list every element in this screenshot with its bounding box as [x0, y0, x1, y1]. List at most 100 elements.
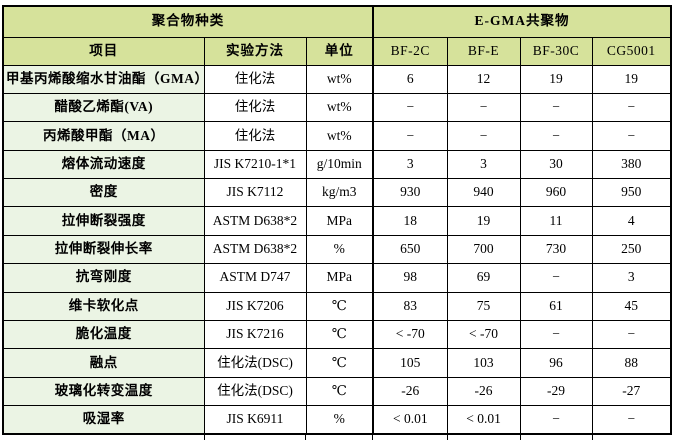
value-cell: < -70: [446, 319, 521, 350]
table-border-stub: [372, 435, 373, 440]
value-cell: 250: [591, 234, 672, 265]
value-cell: −: [591, 405, 672, 435]
value-cell: 83: [372, 291, 448, 321]
value-cell: 4: [591, 206, 672, 236]
value-cell: < -70: [372, 319, 448, 350]
item-label: 脆化温度: [2, 319, 205, 350]
value-cell: 3: [591, 263, 672, 293]
table-row: 维卡软化点 JIS K7206 ℃ 83 75 61 45: [2, 291, 672, 321]
unit-cell: ℃: [305, 291, 374, 321]
unit-cell: %: [305, 234, 374, 265]
table-row: 脆化温度 JIS K7216 ℃ < -70 < -70 − −: [2, 319, 672, 350]
method-cell: 住化法(DSC): [203, 376, 307, 407]
unit-cell: MPa: [305, 263, 374, 293]
method-cell: ASTM D747: [203, 263, 307, 293]
method-cell: ASTM D638*2: [203, 234, 307, 265]
table-border-stub: [305, 435, 306, 440]
value-cell: 105: [372, 348, 448, 378]
value-cell: -27: [591, 376, 672, 407]
unit-cell: kg/m3: [305, 177, 374, 208]
value-cell: < 0.01: [446, 405, 521, 435]
value-cell: 61: [519, 291, 593, 321]
value-cell: 650: [372, 234, 448, 265]
item-label: 拉伸断裂伸长率: [2, 234, 205, 265]
column-header-unit: 单位: [305, 36, 374, 66]
section-header-row: 聚合物种类 E-GMA共聚物: [2, 5, 672, 38]
table-row: 拉伸断裂强度 ASTM D638*2 MPa 18 19 11 4: [2, 206, 672, 236]
unit-cell: ℃: [305, 319, 374, 350]
item-label: 醋酸乙烯酯(VA): [2, 92, 205, 123]
method-cell: JIS K6911: [203, 405, 307, 435]
unit-cell: wt%: [305, 64, 374, 94]
value-cell: −: [591, 92, 672, 123]
item-label: 玻璃化转变温度: [2, 376, 205, 407]
item-label: 丙烯酸甲酯（MA）: [2, 121, 205, 151]
value-cell: 950: [591, 177, 672, 208]
table-row: 密度 JIS K7112 kg/m3 930 940 960 950: [2, 177, 672, 208]
item-label: 密度: [2, 177, 205, 208]
table-row: 抗弯刚度 ASTM D747 MPa 98 69 − 3: [2, 263, 672, 293]
value-cell: < 0.01: [372, 405, 448, 435]
value-cell: 940: [446, 177, 521, 208]
value-cell: 6: [372, 64, 448, 94]
value-cell: −: [519, 121, 593, 151]
value-cell: -26: [372, 376, 448, 407]
unit-cell: %: [305, 405, 374, 435]
method-cell: 住化法: [203, 121, 307, 151]
unit-cell: wt%: [305, 121, 374, 151]
value-cell: −: [372, 121, 448, 151]
value-cell: -26: [446, 376, 521, 407]
item-label: 维卡软化点: [2, 291, 205, 321]
value-cell: −: [446, 121, 521, 151]
value-cell: -29: [519, 376, 593, 407]
value-cell: 30: [519, 149, 593, 180]
column-header-grade-bf30c: BF-30C: [519, 36, 593, 66]
value-cell: −: [591, 319, 672, 350]
value-cell: 730: [519, 234, 593, 265]
unit-cell: wt%: [305, 92, 374, 123]
value-cell: 19: [519, 64, 593, 94]
value-cell: 930: [372, 177, 448, 208]
value-cell: −: [519, 263, 593, 293]
table-border-stub: [592, 435, 593, 440]
value-cell: −: [372, 92, 448, 123]
table-row: 玻璃化转变温度 住化法(DSC) ℃ -26 -26 -29 -27: [2, 376, 672, 407]
table-row: 甲基丙烯酸缩水甘油酯（GMA） 住化法 wt% 6 12 19 19: [2, 64, 672, 94]
table-row: 丙烯酸甲酯（MA） 住化法 wt% − − − −: [2, 121, 672, 151]
table-row: 醋酸乙烯酯(VA) 住化法 wt% − − − −: [2, 92, 672, 123]
unit-cell: g/10min: [305, 149, 374, 180]
value-cell: 19: [591, 64, 672, 94]
value-cell: 75: [446, 291, 521, 321]
table-border-stub: [520, 435, 521, 440]
unit-cell: ℃: [305, 348, 374, 378]
item-label: 吸湿率: [2, 405, 205, 435]
value-cell: 380: [591, 149, 672, 180]
value-cell: −: [591, 121, 672, 151]
method-cell: ASTM D638*2: [203, 206, 307, 236]
value-cell: 45: [591, 291, 672, 321]
item-label: 融点: [2, 348, 205, 378]
table-row: 熔体流动速度 JIS K7210-1*1 g/10min 3 3 30 380: [2, 149, 672, 180]
table-border-stub: [204, 435, 205, 440]
value-cell: 103: [446, 348, 521, 378]
value-cell: −: [519, 92, 593, 123]
item-label: 甲基丙烯酸缩水甘油酯（GMA）: [2, 64, 205, 94]
value-cell: 700: [446, 234, 521, 265]
value-cell: 18: [372, 206, 448, 236]
value-cell: −: [519, 319, 593, 350]
value-cell: −: [519, 405, 593, 435]
value-cell: 960: [519, 177, 593, 208]
value-cell: 3: [372, 149, 448, 180]
column-header-method: 实验方法: [203, 36, 307, 66]
section-header-polymer-type: 聚合物种类: [2, 5, 374, 38]
column-header-item: 项目: [2, 36, 205, 66]
value-cell: 12: [446, 64, 521, 94]
method-cell: JIS K7112: [203, 177, 307, 208]
method-cell: JIS K7206: [203, 291, 307, 321]
value-cell: −: [446, 92, 521, 123]
table-border-stub: [447, 435, 448, 440]
column-header-grade-bfe: BF-E: [446, 36, 521, 66]
section-header-egma-copolymer: E-GMA共聚物: [372, 5, 672, 38]
table-row: 拉伸断裂伸长率 ASTM D638*2 % 650 700 730 250: [2, 234, 672, 265]
